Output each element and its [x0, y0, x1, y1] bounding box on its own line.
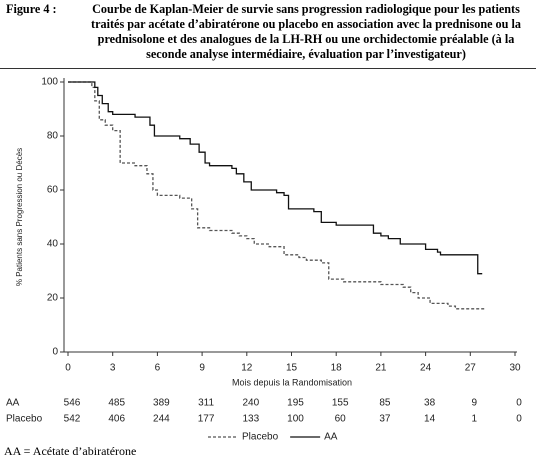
- footnote: AA = Acétate d’abiratérone: [4, 444, 137, 458]
- x-tick-label: 3: [110, 363, 116, 374]
- x-tick-label: 21: [375, 363, 387, 374]
- risk-count: 1: [472, 414, 478, 425]
- y-tick-label: 40: [47, 239, 59, 250]
- risk-count: 406: [108, 414, 125, 425]
- risk-count: 100: [287, 414, 304, 425]
- risk-count: 389: [153, 398, 170, 409]
- km-curve: [68, 81, 486, 310]
- x-tick-label: 30: [509, 363, 521, 374]
- km-curve: [68, 81, 483, 275]
- risk-count: 38: [424, 398, 436, 409]
- legend-label: Placebo: [242, 432, 279, 440]
- risk-row-name: AA: [6, 398, 20, 409]
- risk-count: 14: [424, 414, 436, 425]
- risk-row-name: Placebo: [6, 414, 43, 425]
- risk-count: 155: [332, 398, 349, 409]
- chart: % Patients sans Progression ou Décès Moi…: [6, 77, 522, 440]
- risk-count: 0: [516, 398, 522, 409]
- risk-count: 133: [242, 414, 259, 425]
- legend-label: AA: [324, 432, 338, 440]
- x-tick-label: 24: [420, 363, 432, 374]
- risk-count: 0: [516, 414, 522, 425]
- x-axis-label: Mois depuis la Randomisation: [232, 377, 352, 387]
- caption-text: Courbe de Kaplan-Meier de survie sans pr…: [91, 2, 521, 61]
- risk-count: 60: [335, 414, 347, 425]
- risk-count: 9: [472, 398, 478, 409]
- x-tick-label: 18: [331, 363, 343, 374]
- x-tick-label: 15: [286, 363, 298, 374]
- x-tick-label: 12: [241, 363, 253, 374]
- x-tick-label: 27: [465, 363, 477, 374]
- x-tick-label: 6: [155, 363, 161, 374]
- risk-count: 546: [64, 398, 81, 409]
- y-tick-label: 0: [52, 347, 58, 358]
- y-tick-label: 80: [47, 131, 59, 142]
- y-tick-label: 100: [41, 77, 58, 88]
- x-tick-label: 9: [199, 363, 205, 374]
- risk-count: 542: [64, 414, 81, 425]
- y-axis-label: % Patients sans Progression ou Décès: [15, 148, 24, 286]
- caption-label: Figure 4 :: [6, 2, 57, 16]
- y-tick-label: 20: [47, 293, 59, 304]
- risk-count: 311: [198, 398, 214, 409]
- caption: Figure 4 : Courbe de Kaplan-Meier de sur…: [0, 0, 536, 69]
- risk-count: 485: [108, 398, 125, 409]
- risk-count: 195: [287, 398, 304, 409]
- risk-count: 177: [198, 414, 215, 425]
- risk-count: 244: [153, 414, 170, 425]
- risk-count: 240: [242, 398, 259, 409]
- x-tick-label: 0: [65, 363, 71, 374]
- risk-count: 37: [379, 414, 391, 425]
- risk-count: 85: [379, 398, 391, 409]
- y-tick-label: 60: [47, 185, 59, 196]
